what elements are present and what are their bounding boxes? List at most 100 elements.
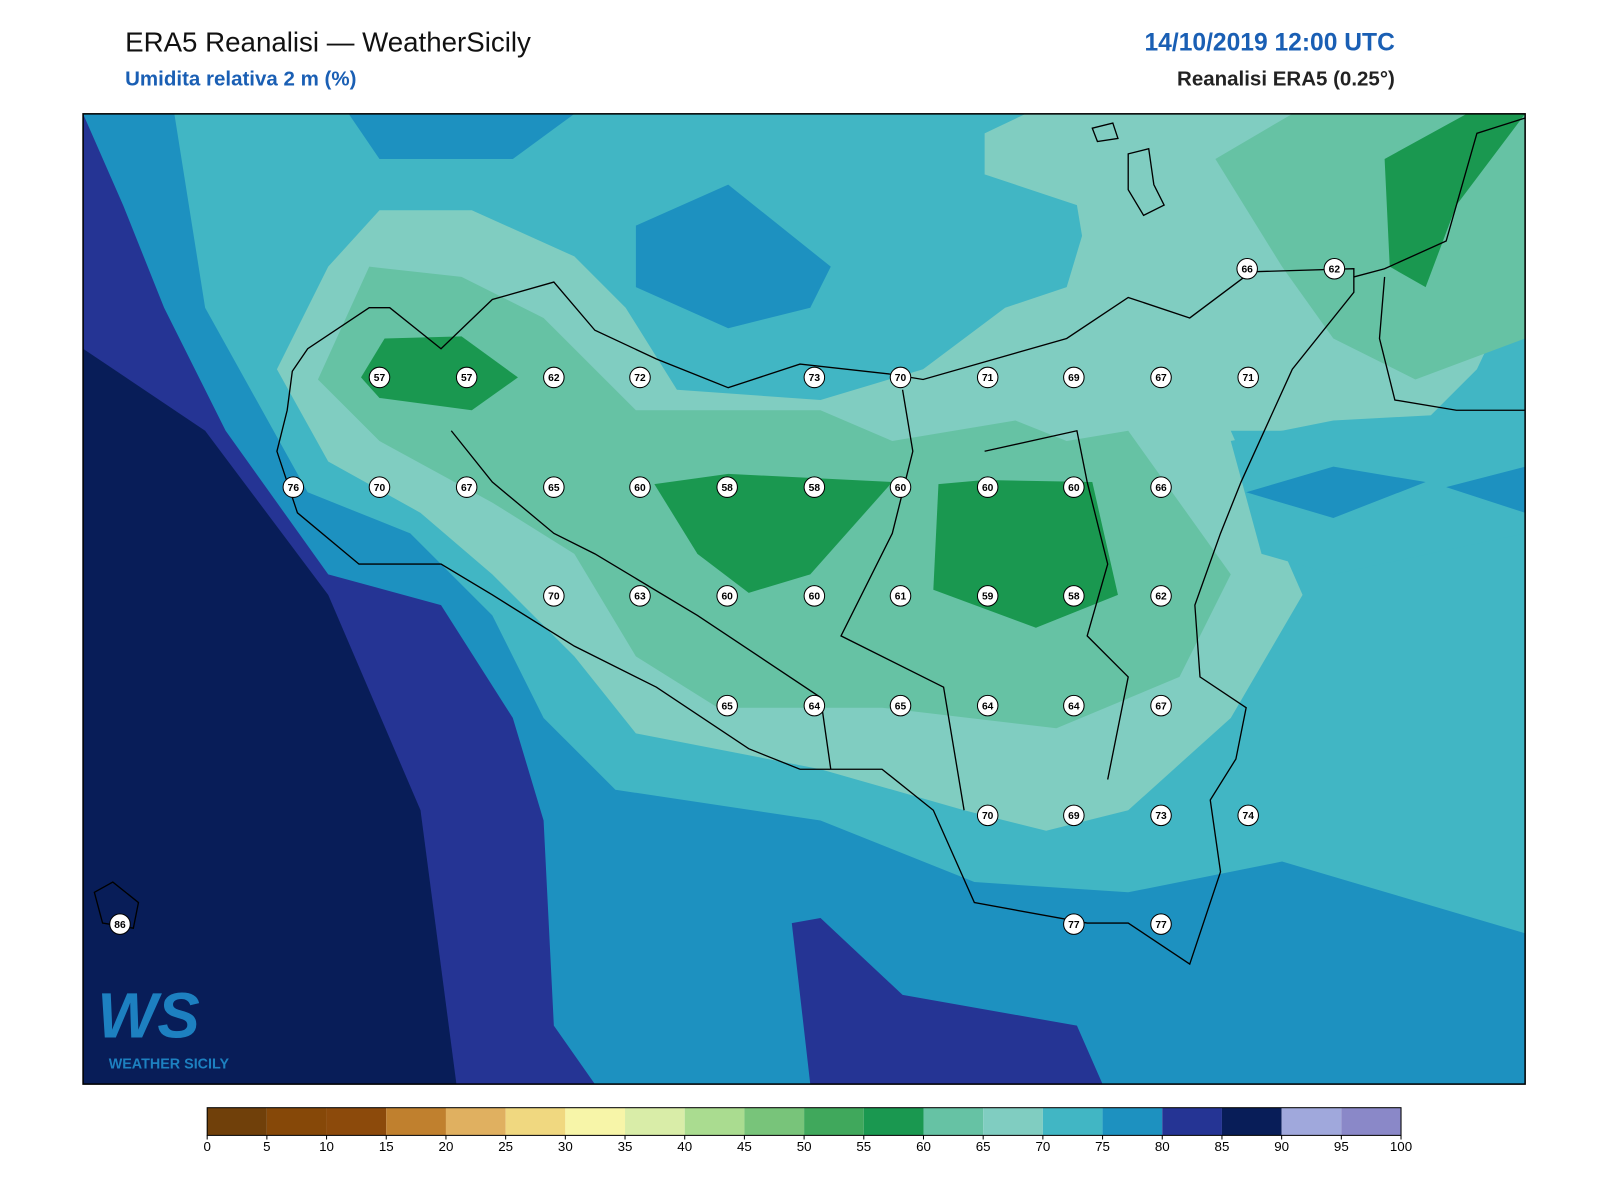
station-value: 65 <box>721 701 733 712</box>
station-value: 64 <box>1068 701 1080 712</box>
station-value: 67 <box>1155 701 1167 712</box>
station-marker <box>1236 257 1258 280</box>
colorbar-tick-label: 65 <box>976 1139 991 1154</box>
station-value: 70 <box>548 592 560 603</box>
station-marker <box>803 694 826 717</box>
colorbar-bin <box>1042 1107 1103 1136</box>
station-marker <box>1063 804 1085 827</box>
station-marker <box>455 476 478 498</box>
colorbar-bin <box>744 1107 805 1136</box>
colorbar-tick-label: 10 <box>319 1139 334 1154</box>
station-value: 58 <box>1068 592 1080 603</box>
station-marker <box>629 366 651 389</box>
colorbar-bin <box>863 1107 924 1136</box>
station-value: 58 <box>809 483 821 494</box>
station-marker <box>716 694 738 717</box>
station-value: 60 <box>1068 483 1080 494</box>
station-value: 72 <box>634 373 646 384</box>
logo-text: WS <box>97 980 199 1051</box>
colorbar-tick-label: 5 <box>263 1139 270 1154</box>
colorbar-tick-label: 0 <box>203 1139 210 1154</box>
datetime: 14/10/2019 12:00 UTC <box>1144 30 1395 57</box>
station-value: 59 <box>982 592 994 603</box>
station-value: 71 <box>982 373 994 384</box>
colorbar-tick-label: 80 <box>1155 1139 1170 1154</box>
station-value: 57 <box>461 373 473 384</box>
colorbar-tick-label: 20 <box>439 1139 454 1154</box>
station-marker <box>716 585 738 607</box>
station-value: 69 <box>1068 373 1080 384</box>
station-value: 65 <box>548 483 560 494</box>
station-marker <box>368 366 391 389</box>
map-frame <box>82 113 1526 1085</box>
station-marker <box>455 366 478 389</box>
station-value: 70 <box>374 483 386 494</box>
colorbar-bin <box>266 1107 327 1136</box>
station-marker <box>629 476 651 498</box>
station-marker <box>1063 476 1085 498</box>
station-marker <box>803 366 826 389</box>
stations: 66 62 57 57 62 72 73 70 71 69 67 71 76 70 67 65 60 58 58 60… <box>109 257 1346 935</box>
station-marker <box>976 694 999 717</box>
source: Reanalisi ERA5 (0.25°) <box>1177 67 1395 90</box>
colorbar-tick-label: 55 <box>856 1139 871 1154</box>
station-marker <box>889 366 912 389</box>
station-value: 76 <box>288 483 300 494</box>
station-marker <box>109 913 131 935</box>
colorbar-bin <box>1102 1107 1163 1136</box>
colorbar-bin <box>445 1107 506 1136</box>
station-value: 77 <box>1155 920 1167 931</box>
station-value: 64 <box>809 701 821 712</box>
colorbar-tick-label: 60 <box>916 1139 931 1154</box>
station-marker <box>1063 913 1085 935</box>
station-value: 57 <box>374 373 386 384</box>
station-marker <box>1237 366 1259 389</box>
station-marker <box>889 585 912 607</box>
station-marker <box>976 804 999 827</box>
colorbar-tick-label: 85 <box>1215 1139 1230 1154</box>
colorbar-tick-label: 45 <box>737 1139 752 1154</box>
station-value: 69 <box>1068 811 1080 822</box>
station-value: 66 <box>1155 483 1167 494</box>
station-value: 77 <box>1068 920 1080 931</box>
station-marker <box>889 694 912 717</box>
station-value: 70 <box>895 373 907 384</box>
colorbar-bin <box>684 1107 745 1136</box>
station-value: 73 <box>1155 811 1167 822</box>
colorbar-tick-label: 75 <box>1095 1139 1110 1154</box>
station-marker <box>976 585 999 607</box>
colorbar-bin <box>804 1107 864 1136</box>
colorbar-bin <box>923 1107 984 1136</box>
station-value: 62 <box>1155 592 1167 603</box>
colorbar-tick-label: 100 <box>1390 1139 1412 1154</box>
station-value: 61 <box>895 592 907 603</box>
station-value: 60 <box>982 483 994 494</box>
logo-caption: WEATHER SICILY <box>109 1056 230 1072</box>
station-value: 60 <box>721 592 733 603</box>
title: ERA5 Reanalisi — WeatherSicily <box>125 26 531 57</box>
station-value: 62 <box>548 373 560 384</box>
colorbar-bin <box>505 1107 566 1136</box>
station-value: 86 <box>114 920 126 931</box>
colorbar-tick-label: 35 <box>618 1139 633 1154</box>
colorbar-bin <box>1221 1107 1282 1136</box>
colorbar-tick-label: 40 <box>677 1139 692 1154</box>
station-marker <box>1237 804 1259 827</box>
colorbar-tick-label: 95 <box>1334 1139 1349 1154</box>
station-marker <box>803 585 826 607</box>
station-marker <box>1150 476 1172 498</box>
station-marker <box>1063 585 1085 607</box>
colorbar-bin <box>326 1107 387 1136</box>
colorbar-bin <box>625 1107 685 1136</box>
colorbar-tick-label: 25 <box>498 1139 513 1154</box>
colorbar-bin <box>1341 1107 1402 1136</box>
station-value: 67 <box>461 483 473 494</box>
station-marker <box>716 476 738 498</box>
station-marker <box>543 585 565 607</box>
station-value: 60 <box>809 592 821 603</box>
station-value: 65 <box>895 701 907 712</box>
colorbar-bin <box>1281 1107 1342 1136</box>
station-value: 67 <box>1155 373 1167 384</box>
colorbar-tick-label: 30 <box>558 1139 573 1154</box>
